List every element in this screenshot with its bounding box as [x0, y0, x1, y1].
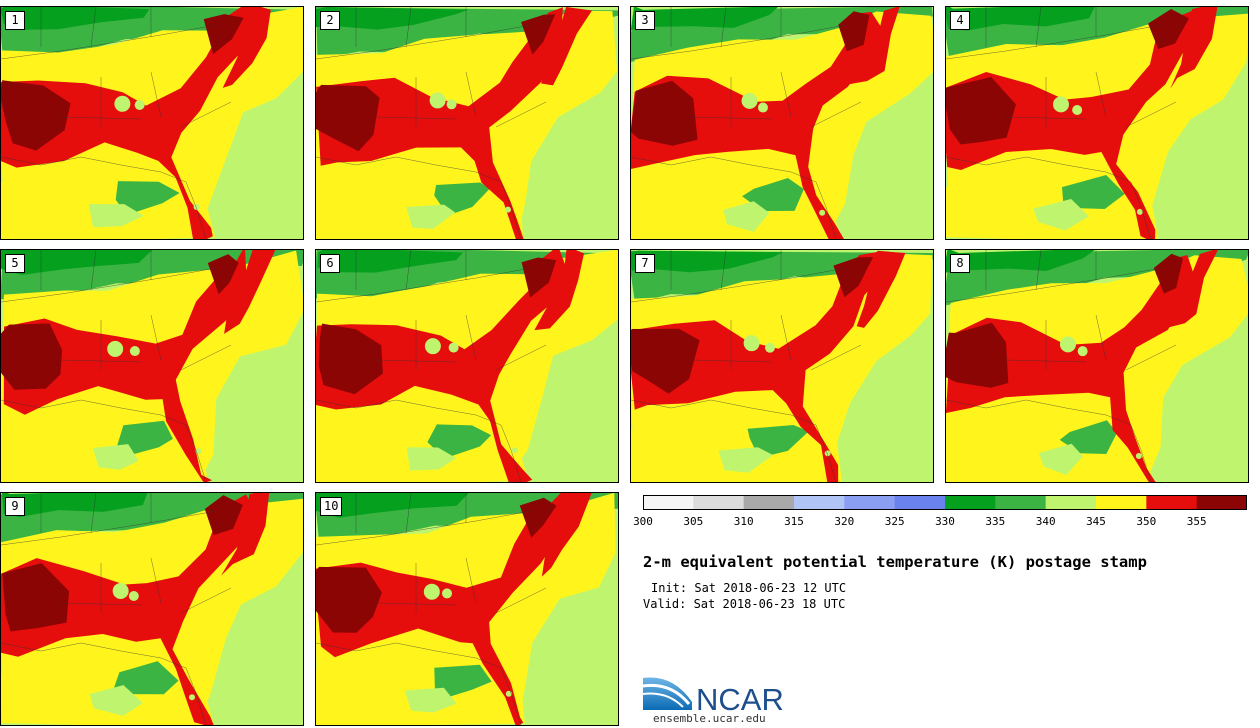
colorbar-swatch [844, 495, 896, 510]
member-number-label: 8 [950, 254, 970, 273]
postage-stamp-map: 1 [0, 6, 304, 240]
colorbar-swatch [643, 495, 694, 510]
colorbar-tick-label: 300 [633, 515, 653, 528]
postage-stamp-map: 3 [630, 6, 934, 240]
member-number-label: 1 [5, 11, 25, 30]
ensemble-member-map [1, 493, 303, 725]
colorbar-swatch [1096, 495, 1147, 510]
colorbar-tick-label: 330 [935, 515, 955, 528]
ensemble-member-map [946, 250, 1248, 482]
colorbar-swatch [1146, 495, 1198, 510]
colorbar-tick-label: 345 [1086, 515, 1106, 528]
colorbar-tick-label: 305 [683, 515, 704, 528]
colorbar-tick-label: 320 [834, 515, 855, 528]
member-number-label: 3 [635, 11, 655, 30]
colorbar-swatch [1196, 495, 1248, 510]
colorbar [643, 495, 1248, 510]
colorbar-tick-label: 315 [784, 515, 804, 528]
colorbar-swatch [693, 495, 745, 510]
ncar-url: ensemble.ucar.edu [653, 712, 766, 725]
ensemble-member-map [631, 250, 933, 482]
init-time: Init: Sat 2018-06-23 12 UTC [651, 581, 847, 595]
postage-stamp-map: 2 [315, 6, 619, 240]
colorbar-tick-label: 350 [1136, 515, 1157, 528]
member-number-label: 6 [320, 254, 340, 273]
colorbar-tick-label: 355 [1186, 515, 1207, 528]
ncar-logo: NCAR [643, 677, 784, 716]
colorbar-swatch [995, 495, 1047, 510]
colorbar-swatch [743, 495, 795, 510]
colorbar-swatch [794, 495, 845, 510]
ensemble-member-map [1, 250, 303, 482]
colorbar-swatch [945, 495, 996, 510]
ncar-logo-text: NCAR [696, 682, 784, 716]
ensemble-member-map [316, 493, 618, 725]
postage-stamp-map: 4 [945, 6, 1249, 240]
member-number-label: 9 [5, 497, 25, 516]
member-number-label: 2 [320, 11, 340, 30]
ensemble-member-map [316, 250, 618, 482]
colorbar-tick-label: 325 [884, 515, 905, 528]
ensemble-member-map [316, 7, 618, 239]
colorbar-tick-label: 335 [985, 515, 1006, 528]
colorbar-tick-label: 340 [1035, 515, 1056, 528]
member-number-label: 5 [5, 254, 25, 273]
postage-stamp-map: 8 [945, 249, 1249, 483]
valid-time: Valid: Sat 2018-06-23 18 UTC [643, 597, 846, 611]
ensemble-member-map [631, 7, 933, 239]
member-number-label: 7 [635, 254, 655, 273]
ensemble-member-map [946, 7, 1248, 239]
member-number-label: 4 [950, 11, 970, 30]
postage-stamp-map: 10 [315, 492, 619, 726]
postage-stamp-map: 7 [630, 249, 934, 483]
ensemble-member-map [1, 7, 303, 239]
postage-stamp-map: 5 [0, 249, 304, 483]
postage-stamp-map: 9 [0, 492, 304, 726]
colorbar-swatch [894, 495, 946, 510]
colorbar-swatch [1045, 495, 1097, 510]
product-title: 2-m equivalent potential temperature (K)… [643, 553, 1147, 571]
member-number-label: 10 [320, 497, 343, 516]
postage-stamp-map: 6 [315, 249, 619, 483]
colorbar-tick-label: 310 [733, 515, 754, 528]
